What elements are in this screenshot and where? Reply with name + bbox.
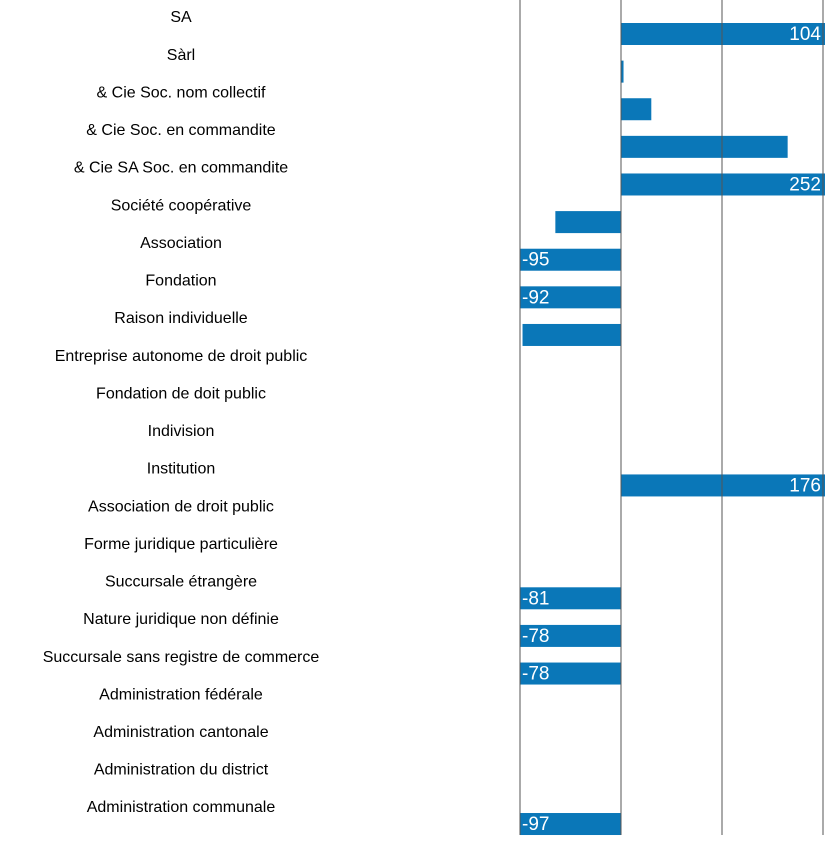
- category-label: Association: [140, 235, 222, 252]
- category-label: Administration cantonale: [93, 724, 268, 741]
- category-label: Administration communale: [87, 799, 276, 816]
- bar: [520, 624, 621, 647]
- bar: [520, 286, 621, 309]
- value-label: 176: [789, 475, 821, 496]
- bar: [520, 248, 621, 271]
- category-label: Fondation de doit public: [96, 385, 266, 402]
- category-label: Société coopérative: [111, 197, 252, 214]
- bar: [621, 23, 825, 45]
- value-label: -92: [522, 287, 549, 308]
- value-label: -81: [522, 588, 549, 609]
- category-label: Administration du district: [94, 762, 269, 779]
- bar: [520, 587, 621, 610]
- value-label: -78: [522, 664, 549, 685]
- category-label: & Cie Soc. en commandite: [86, 122, 276, 139]
- bar: [621, 60, 624, 83]
- category-label: & Cie Soc. nom collectif: [97, 84, 267, 101]
- category-label: Succursale sans registre de commerce: [43, 649, 320, 666]
- bar: [522, 323, 621, 346]
- category-label: Sàrl: [167, 47, 195, 64]
- category-label: Institution: [147, 461, 215, 478]
- category-label: Indivision: [148, 423, 215, 440]
- category-label: & Cie SA Soc. en commandite: [74, 160, 288, 177]
- value-label: -97: [522, 814, 549, 835]
- category-label: SA: [170, 9, 192, 26]
- plot-area: [520, 23, 825, 836]
- category-label: Raison individuelle: [114, 310, 248, 327]
- bar: [621, 135, 788, 158]
- bar: [520, 813, 621, 836]
- bar: [621, 173, 825, 196]
- bar: [520, 662, 621, 685]
- category-label: Forme juridique particulière: [84, 536, 278, 553]
- bar: [555, 211, 621, 234]
- category-label: Entreprise autonome de droit public: [55, 348, 308, 365]
- bar: [621, 474, 825, 497]
- value-label: -95: [522, 250, 549, 271]
- bar: [621, 98, 652, 121]
- value-label: 252: [789, 174, 821, 195]
- category-label: Succursale étrangère: [105, 574, 257, 591]
- category-label: Nature juridique non définie: [83, 611, 279, 628]
- category-label: Association de droit public: [88, 498, 274, 515]
- value-label: 104: [789, 24, 821, 45]
- category-label: Administration fédérale: [99, 686, 263, 703]
- value-label: -78: [522, 626, 549, 647]
- category-label: Fondation: [145, 273, 216, 290]
